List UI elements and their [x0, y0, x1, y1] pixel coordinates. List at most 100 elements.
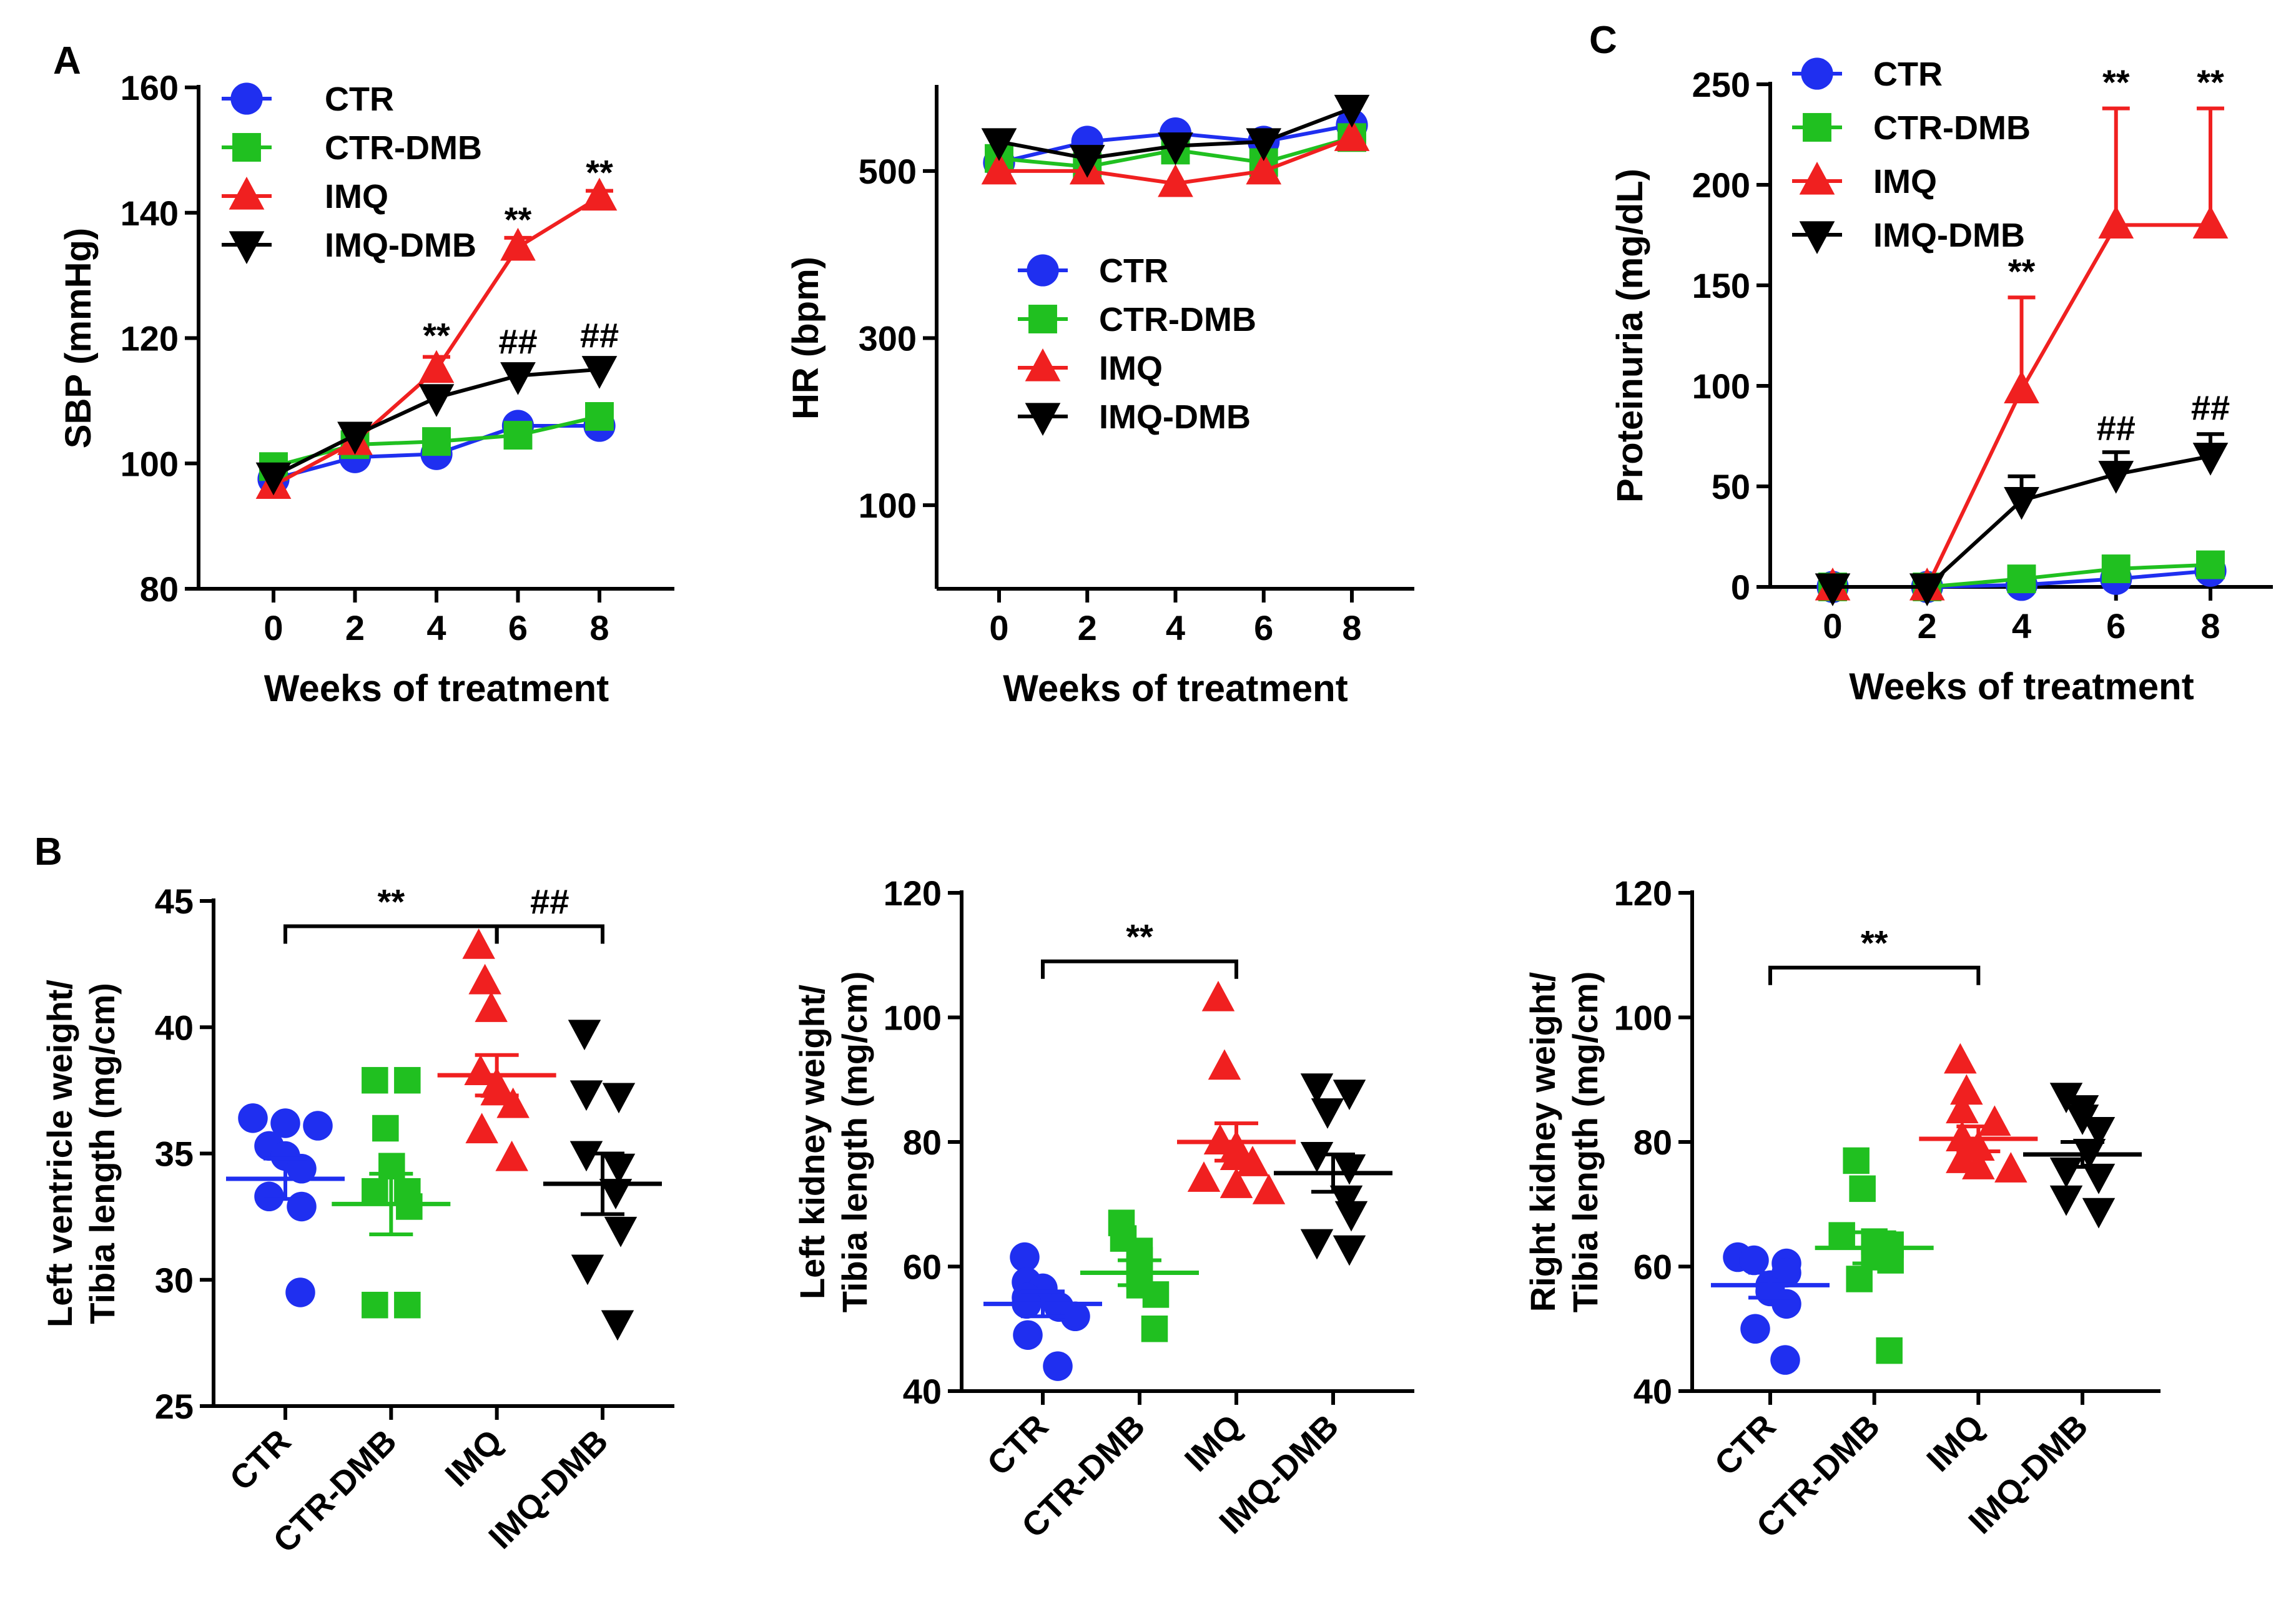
- data-point: [1201, 980, 1235, 1011]
- y-tick-label: 35: [155, 1134, 194, 1174]
- data-point: [1010, 1242, 1040, 1272]
- x-tick-label: 2: [345, 608, 365, 647]
- significance-bracket: [1041, 959, 1238, 979]
- legend-marker: [1025, 403, 1061, 436]
- panel-label-a: A: [53, 39, 81, 82]
- x-tick-label: CTR: [223, 1422, 298, 1498]
- x-axis-label: Weeks of treatment: [1003, 667, 1348, 709]
- y-tick-label: 250: [1692, 65, 1750, 104]
- data-point: [569, 1080, 603, 1111]
- data-point: [1828, 1222, 1855, 1249]
- legend-label: IMQ-DMB: [1099, 398, 1251, 436]
- data-point: [1300, 1073, 1334, 1104]
- data-point: [1334, 94, 1370, 128]
- data-point: [2082, 1198, 2116, 1229]
- significance-mark: ##: [498, 322, 537, 362]
- x-tick-label: 4: [426, 608, 446, 647]
- y-tick-label: 40: [903, 1372, 942, 1411]
- significance-mark: **: [378, 882, 405, 921]
- significance-mark: **: [2008, 252, 2036, 291]
- data-point: [362, 1066, 388, 1094]
- legend-marker: [1799, 221, 1835, 255]
- significance-mark: **: [505, 200, 532, 239]
- legend-label: IMQ-DMB: [325, 227, 476, 264]
- legend-marker: [232, 133, 261, 162]
- right-kidney-chart: 40 60 80 100 120 Right kidney weight/Tibia le…: [1523, 873, 2161, 1545]
- legend-marker: [1799, 161, 1835, 195]
- y-axis-label: Tibia length (mg/cm): [835, 972, 874, 1313]
- data-point: [1069, 145, 1105, 178]
- data-point: [1950, 1074, 1983, 1105]
- data-point: [2082, 1163, 2116, 1194]
- data-point: [1300, 1141, 1334, 1173]
- data-point: [362, 1178, 388, 1205]
- data-point: [1946, 1121, 1979, 1152]
- x-tick-label: 2: [1918, 606, 1937, 646]
- y-tick-label: 80: [1633, 1123, 1672, 1162]
- x-tick-label: 2: [1078, 608, 1097, 647]
- x-tick-label: 8: [2200, 606, 2220, 646]
- data-point: [2004, 370, 2039, 404]
- y-tick-label: 150: [1692, 266, 1750, 305]
- y-axis-label: Tibia length (mg/cm): [82, 983, 122, 1324]
- data-point: [2098, 205, 2134, 239]
- legend-label: CTR: [1873, 56, 1943, 93]
- y-tick-label: 140: [121, 194, 179, 233]
- data-point: [1187, 1161, 1221, 1192]
- x-tick-label: 0: [1823, 606, 1842, 646]
- y-tick-label: 40: [155, 1008, 194, 1047]
- significance-bracket: [495, 924, 604, 944]
- y-tick-label: 100: [884, 998, 942, 1038]
- hr-chart: 100 300 500 HR (bpm) 0 2 4 6 8 Weeks of treatment…: [786, 85, 1414, 709]
- data-point: [585, 402, 614, 431]
- data-point: [1333, 1080, 1366, 1110]
- x-tick-label: IMQ: [1919, 1407, 1991, 1479]
- data-point: [468, 963, 501, 995]
- legend-marker: [230, 82, 263, 115]
- data-point: [270, 1108, 300, 1138]
- left-kidney-chart: 40 60 80 100 120 Left kidney weight/Tibia len…: [792, 873, 1414, 1545]
- x-tick-label: 0: [989, 608, 1008, 647]
- significance-mark: **: [2197, 62, 2224, 102]
- legend-label: CTR: [1099, 252, 1168, 290]
- data-point: [1846, 1266, 1873, 1292]
- y-axis-label: Tibia length (mg/cm): [1565, 972, 1605, 1313]
- data-point: [372, 1114, 399, 1142]
- y-tick-label: 100: [121, 444, 179, 483]
- x-tick-label: CTR: [1708, 1407, 1783, 1483]
- significance-mark: **: [1126, 917, 1153, 957]
- legend-marker: [1028, 305, 1057, 333]
- y-tick-label: 120: [884, 873, 942, 913]
- y-tick-label: 40: [1633, 1372, 1672, 1411]
- y-tick-label: 45: [155, 882, 194, 921]
- y-tick-label: 25: [155, 1387, 194, 1426]
- x-axis-label: Weeks of treatment: [264, 667, 609, 709]
- y-tick-label: 60: [1633, 1247, 1672, 1287]
- x-tick-label: CTR: [980, 1407, 1056, 1483]
- data-point: [465, 1113, 498, 1144]
- y-tick-label: 120: [1614, 873, 1672, 913]
- data-point: [601, 1310, 634, 1341]
- x-tick-label: 4: [1166, 608, 1185, 647]
- y-tick-label: 80: [903, 1123, 942, 1162]
- data-point: [1333, 1235, 1366, 1266]
- data-point: [1909, 573, 1945, 607]
- data-point: [1944, 1043, 1977, 1074]
- data-point: [1043, 1351, 1073, 1381]
- data-point: [2049, 1083, 2083, 1113]
- data-point: [2066, 1105, 2099, 1135]
- data-point: [1208, 1049, 1241, 1080]
- data-point: [581, 177, 618, 211]
- legend-label: CTR-DMB: [1099, 301, 1256, 338]
- legend-label: IMQ: [1099, 350, 1163, 387]
- data-point: [1815, 573, 1851, 607]
- data-point: [396, 1193, 423, 1220]
- significance-mark: **: [2102, 62, 2130, 102]
- y-tick-label: 300: [859, 319, 917, 358]
- data-point: [422, 427, 451, 456]
- data-point: [1311, 1098, 1344, 1129]
- data-point: [1962, 1149, 1995, 1179]
- y-tick-label: 100: [1692, 367, 1750, 406]
- legend-marker: [1025, 348, 1061, 381]
- data-point: [2101, 554, 2131, 583]
